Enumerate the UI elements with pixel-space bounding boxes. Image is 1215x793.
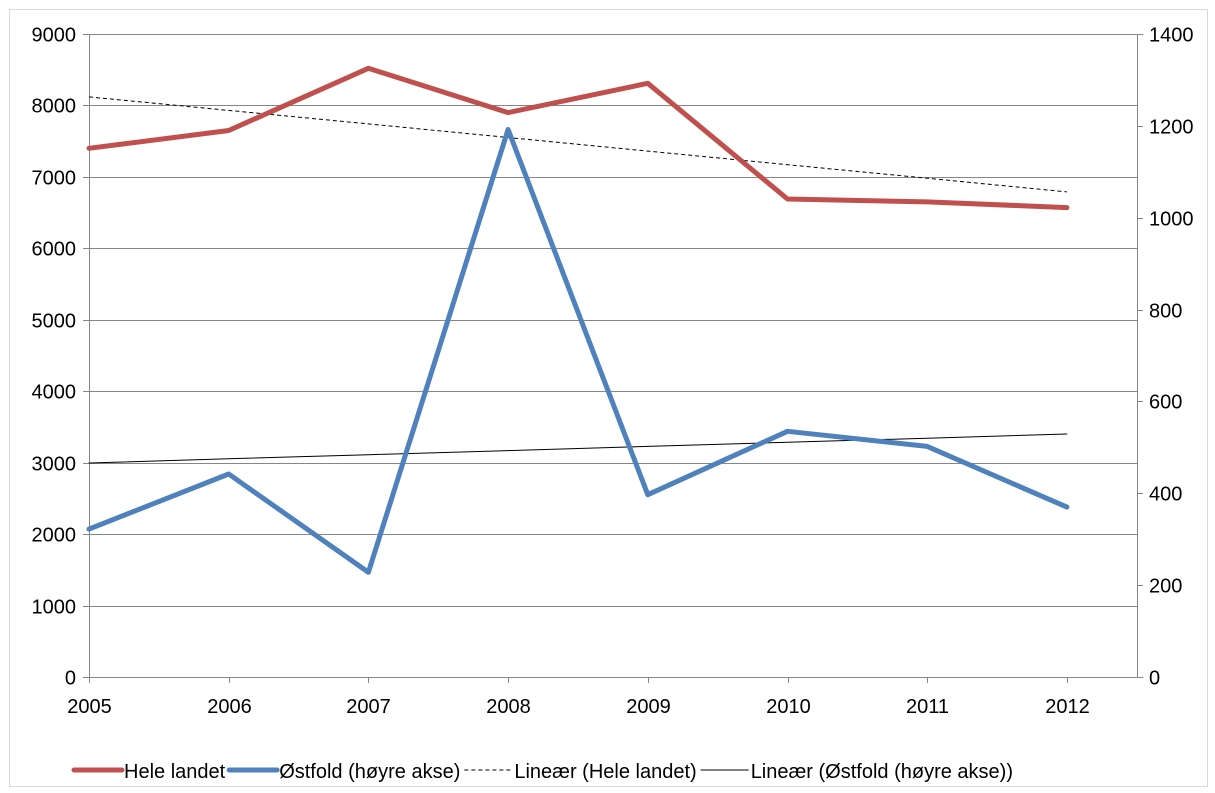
- right-tick-label: 600: [1149, 392, 1182, 414]
- x-tick-label: 2007: [346, 696, 391, 718]
- x-tick-label: 2006: [207, 696, 252, 718]
- right-tick-label: 1000: [1149, 209, 1194, 231]
- legend-label-lineaer-ostfold-hoyre-akse: Lineær (Østfold (høyre akse)): [751, 761, 1013, 783]
- series-line-lineaer-ostfold-hoyre-akse: [88, 433, 1068, 464]
- x-tick-label: 2010: [766, 696, 811, 718]
- series-line-lineaer-hele-landet: [88, 96, 1067, 193]
- left-tick-label: 6000: [32, 239, 77, 261]
- legend-label-ostfold-hoyre-akse: Østfold (høyre akse): [279, 761, 460, 783]
- series-lines: [86, 65, 1070, 575]
- axes: 0 1000 2000 3000 4000 5000 6000 7000 8000 9000 0 20…: [32, 25, 1194, 719]
- x-tick-label: 2005: [67, 696, 112, 718]
- left-tick-label: 9000: [32, 25, 77, 47]
- right-tick-label: 800: [1149, 301, 1182, 323]
- left-tick-label: 8000: [32, 96, 77, 118]
- left-tick-label: 5000: [32, 311, 77, 333]
- legend-label-lineaer-hele-landet: Lineær (Hele landet): [514, 761, 696, 783]
- left-tick-label: 4000: [32, 382, 77, 404]
- left-tick-label: 3000: [32, 454, 77, 476]
- x-tick-label: 2009: [626, 696, 671, 718]
- right-tick-label: 1400: [1149, 25, 1194, 47]
- series-line-hele-landet: [86, 65, 1070, 211]
- left-tick-label: 1000: [32, 597, 77, 619]
- legend-label-hele-landet: Hele landet: [124, 761, 226, 783]
- gridlines: [89, 34, 1137, 678]
- right-tick-label: 1200: [1149, 117, 1194, 139]
- legend: Hele landet Østfold (høyre akse) Lineær (H…: [71, 761, 1013, 783]
- right-tick-label: 200: [1149, 576, 1182, 598]
- left-tick-label: 7000: [32, 168, 77, 190]
- right-tick-label: 400: [1149, 484, 1182, 506]
- left-tick-label: 2000: [32, 525, 77, 547]
- x-tick-label: 2008: [486, 696, 531, 718]
- x-tick-label: 2012: [1045, 696, 1090, 718]
- series-line-ostfold-hoyre-akse: [86, 127, 1070, 575]
- right-tick-label: 0: [1149, 668, 1160, 690]
- left-tick-label: 0: [65, 668, 76, 690]
- x-tick-label: 2011: [906, 696, 949, 718]
